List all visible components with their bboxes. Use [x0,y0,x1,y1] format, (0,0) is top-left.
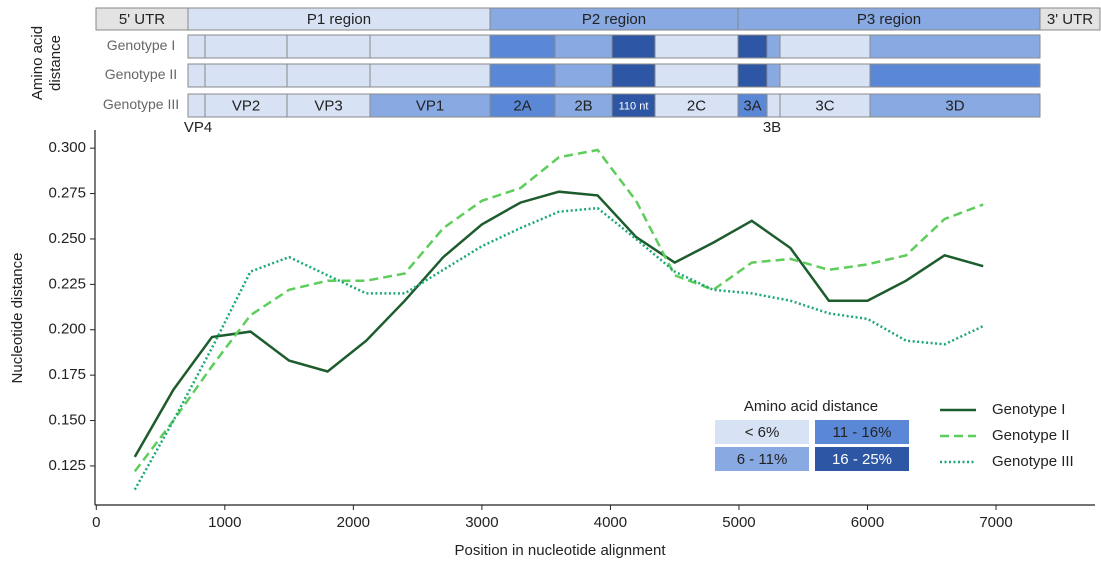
region-box [1039,7,1101,31]
segment-label: 3A [743,97,761,114]
y-tick-label: 0.150 [48,412,86,429]
segment-label: 2B [574,97,592,114]
segment-label: VP1 [416,97,444,114]
segment-box [286,34,371,59]
y-tick-label: 0.175 [48,366,86,383]
aa-legend-swatch [715,447,809,471]
x-tick-label: 7000 [979,514,1012,531]
aa-legend-swatch [815,447,909,471]
segment-box [611,34,656,59]
segment-label: VP4 [184,119,212,136]
segment-label: VP2 [232,97,260,114]
segment-box [611,63,656,88]
aa-legend-label: < 6% [745,424,780,441]
segment-box [737,63,768,88]
segment-box [779,63,871,88]
x-axis-label: Position in nucleotide alignment [455,542,667,559]
x-tick-label: 0 [92,514,100,531]
legend-label: Genotype III [992,453,1074,470]
aa-legend-label: 16 - 25% [832,451,892,468]
segment-box [489,63,556,88]
segment-label: 110 nt [619,100,649,112]
segment-box [489,34,556,59]
y-tick-label: 0.225 [48,275,86,292]
segment-box [286,63,371,88]
segment-label: 3C [815,97,834,114]
aa-legend-label: 11 - 16% [833,424,892,441]
segment-box [554,34,613,59]
x-tick-label: 3000 [465,514,498,531]
segment-box [766,63,781,88]
x-tick-label: 1000 [208,514,241,531]
segment-box [554,63,613,88]
row-label: Genotype III [103,96,179,112]
y-tick-label: 0.125 [48,457,86,474]
genome-axis-label: distance [47,35,64,91]
segment-label: VP3 [314,97,342,114]
segment-box [204,34,288,59]
segment-box [737,34,768,59]
y-tick-label: 0.250 [48,230,86,247]
region-label: P3 region [857,11,921,28]
segment-box [869,93,1041,118]
segment-box [187,63,206,88]
x-tick-label: 6000 [851,514,884,531]
segment-label: 3B [763,119,781,136]
series-line [133,206,984,491]
row-label: Genotype I [107,37,176,53]
series-line [133,190,984,458]
legend-label: Genotype I [992,401,1065,418]
segment-box [187,34,206,59]
series-line [133,148,984,473]
x-tick-label: 4000 [594,514,627,531]
segment-box [654,34,739,59]
aa-legend-title: Amino acid distance [744,398,878,415]
row-label: Genotype II [105,66,177,82]
region-label: 5' UTR [119,11,165,28]
segment-box [779,34,871,59]
aa-legend-label: 6 - 11% [737,451,788,468]
y-tick-label: 0.300 [48,139,86,156]
genome-axis-label: Amino acid [29,26,46,100]
segment-label: 2C [687,97,706,114]
segment-box [654,63,739,88]
segment-box [766,34,781,59]
aa-legend-swatch [815,420,909,444]
segment-box [204,63,288,88]
segment-box [187,93,206,118]
region-label: P2 region [582,11,646,28]
y-axis-label: Nucleotide distance [9,253,26,384]
segment-box [869,63,1041,88]
segment-label: 2A [513,97,531,114]
segment-box [869,34,1041,59]
legend-label: Genotype II [992,427,1070,444]
segment-box [369,63,491,88]
x-tick-label: 2000 [337,514,370,531]
region-label: 3' UTR [1047,11,1093,28]
x-tick-label: 5000 [722,514,755,531]
segment-box [766,93,781,118]
segment-label: 3D [945,97,964,114]
y-tick-label: 0.275 [48,185,86,202]
region-label: P1 region [307,11,371,28]
y-tick-label: 0.200 [48,321,86,338]
aa-legend-swatch [715,420,809,444]
segment-box [369,34,491,59]
